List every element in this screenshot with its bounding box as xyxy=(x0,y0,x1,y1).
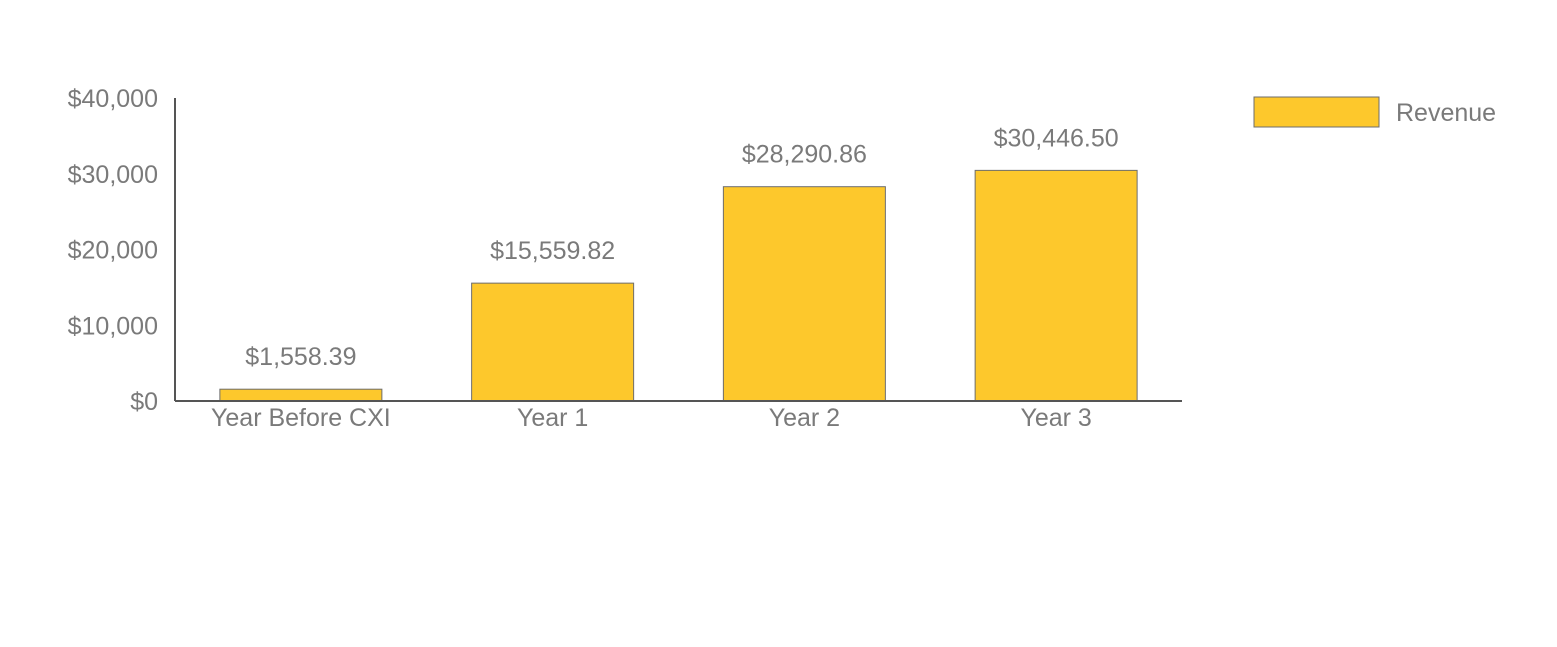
bar xyxy=(219,388,383,402)
x-axis: Year Before CXI Year 1 Year 2 Year 3 xyxy=(175,400,1182,432)
x-tick-label: Year Before CXI xyxy=(211,404,391,432)
y-tick-label: $20,000 xyxy=(68,237,158,265)
y-axis: $0 $10,000 $20,000 $30,000 $40,000 xyxy=(68,85,176,416)
data-label: $1,558.39 xyxy=(245,343,356,371)
bar xyxy=(974,169,1138,402)
x-tick-label: Year 2 xyxy=(769,404,840,432)
y-tick-label: $30,000 xyxy=(68,161,158,189)
legend-swatch xyxy=(1253,96,1380,128)
data-label: $28,290.86 xyxy=(742,141,867,169)
bar xyxy=(471,282,635,402)
bars: $1,558.39 $15,559.82 $28,290.86 $30,446.50 xyxy=(219,124,1138,402)
y-tick-label: $40,000 xyxy=(68,85,158,113)
data-label: $15,559.82 xyxy=(490,237,615,265)
legend: Revenue xyxy=(1253,96,1496,128)
y-tick-label: $0 xyxy=(130,388,158,416)
legend-label: Revenue xyxy=(1396,99,1496,127)
bar xyxy=(722,186,886,402)
data-label: $30,446.50 xyxy=(994,124,1119,152)
x-tick-label: Year 3 xyxy=(1020,404,1091,432)
x-tick-label: Year 1 xyxy=(517,404,588,432)
y-tick-label: $10,000 xyxy=(68,312,158,340)
